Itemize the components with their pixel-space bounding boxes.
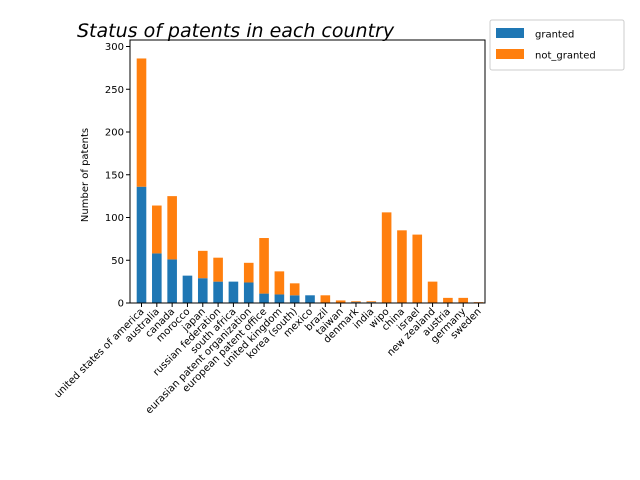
y-tick-label: 200 bbox=[105, 128, 124, 139]
bar-not_granted-12 bbox=[321, 295, 331, 303]
plot-frame bbox=[130, 40, 485, 303]
bar-not_granted-2 bbox=[167, 196, 177, 259]
chart-title: Status of patents in each country bbox=[77, 20, 395, 42]
bar-not_granted-9 bbox=[275, 271, 285, 294]
bar-not_granted-10 bbox=[290, 283, 300, 295]
legend-box bbox=[490, 20, 624, 70]
y-tick-label: 300 bbox=[105, 42, 124, 53]
bar-not_granted-20 bbox=[443, 298, 453, 303]
legend: granted not_granted bbox=[490, 20, 624, 70]
bar-granted-9 bbox=[275, 294, 285, 303]
legend-label-granted: granted bbox=[535, 30, 574, 41]
bar-granted-8 bbox=[259, 294, 269, 303]
bar-not_granted-8 bbox=[259, 238, 269, 294]
y-axis-label: Number of patents bbox=[80, 128, 91, 222]
bars bbox=[137, 58, 484, 303]
legend-swatch-not_granted bbox=[496, 49, 524, 59]
bar-not_granted-15 bbox=[367, 301, 377, 302]
bar-granted-6 bbox=[229, 282, 239, 303]
bar-not_granted-18 bbox=[412, 235, 422, 303]
bar-granted-10 bbox=[290, 295, 300, 303]
bar-granted-2 bbox=[167, 259, 177, 303]
bar-not_granted-14 bbox=[351, 301, 361, 302]
legend-swatch-granted bbox=[496, 28, 524, 38]
bar-granted-3 bbox=[183, 276, 193, 303]
bar-not_granted-0 bbox=[137, 58, 147, 186]
legend-label-not_granted: not_granted bbox=[535, 51, 596, 62]
bar-granted-4 bbox=[198, 278, 208, 303]
x-tick-label: united states of america bbox=[52, 306, 146, 400]
bar-not_granted-5 bbox=[213, 258, 223, 282]
y-tick-label: 100 bbox=[105, 213, 124, 224]
y-axis-ticks: 0 50 100 150 200 250 300 bbox=[105, 42, 130, 310]
y-tick-label: 250 bbox=[105, 85, 124, 96]
bar-not_granted-1 bbox=[152, 206, 162, 254]
y-tick-label: 0 bbox=[118, 299, 124, 310]
y-tick-label: 150 bbox=[105, 170, 124, 181]
bar-granted-1 bbox=[152, 253, 162, 303]
bar-not_granted-21 bbox=[458, 298, 468, 303]
y-tick-label: 50 bbox=[111, 256, 124, 267]
bar-not_granted-4 bbox=[198, 251, 208, 278]
bar-not_granted-7 bbox=[244, 263, 254, 283]
bar-not_granted-16 bbox=[382, 212, 392, 303]
bar-granted-11 bbox=[305, 295, 315, 303]
bar-not_granted-19 bbox=[428, 282, 438, 303]
bar-granted-7 bbox=[244, 282, 254, 303]
bar-granted-0 bbox=[137, 187, 147, 303]
x-axis-ticks: united states of americaaustraliacanadam… bbox=[52, 303, 483, 416]
bar-not_granted-17 bbox=[397, 230, 407, 303]
bar-granted-5 bbox=[213, 282, 223, 303]
